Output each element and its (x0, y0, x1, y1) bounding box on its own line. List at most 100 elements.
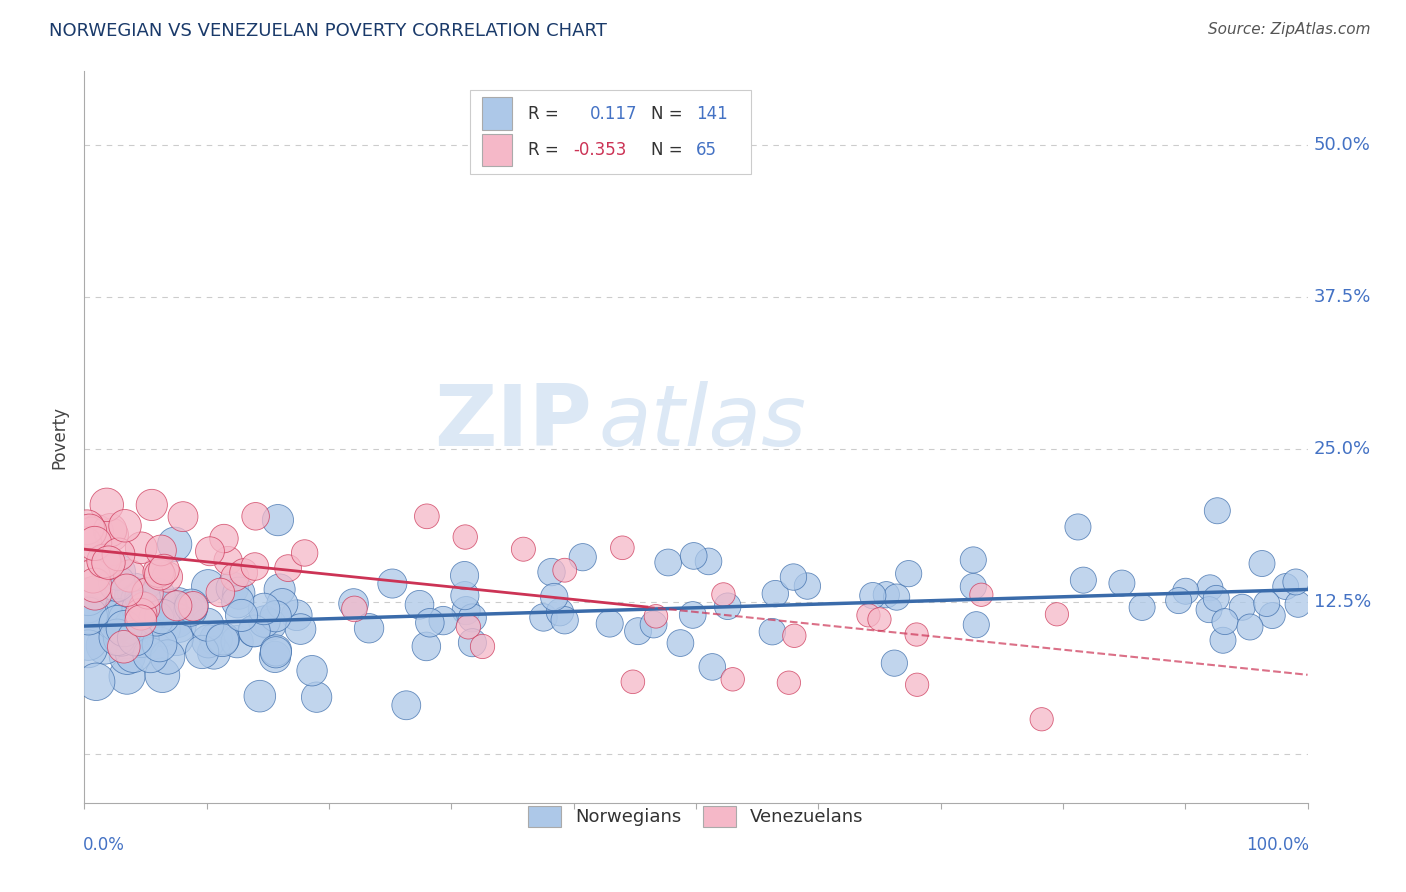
Point (128, 601, 150, 615)
Point (205, 632, 228, 646)
Point (209, 585, 232, 599)
Point (783, 629, 806, 643)
Text: 0.117: 0.117 (589, 104, 637, 123)
Point (1256, 597, 1278, 611)
Point (84, 586, 107, 600)
Text: 50.0%: 50.0% (1313, 136, 1371, 153)
Point (962, 553, 984, 567)
Point (167, 618, 190, 632)
Text: 141: 141 (696, 104, 728, 123)
Point (1212, 633, 1234, 648)
Point (1174, 584, 1197, 599)
Point (1286, 597, 1309, 611)
Point (1239, 620, 1261, 634)
Point (1111, 576, 1133, 591)
Point (77, 634, 100, 648)
Point (152, 668, 174, 682)
Point (862, 589, 884, 603)
Point (697, 554, 720, 568)
Point (554, 563, 576, 577)
Point (83, 578, 105, 592)
Point (150, 609, 173, 624)
Point (118, 569, 141, 583)
Point (108, 610, 131, 624)
Point (217, 553, 239, 567)
Point (84, 674, 107, 689)
Text: -0.353: -0.353 (574, 141, 627, 160)
Point (970, 588, 993, 602)
Point (172, 509, 194, 524)
Point (86, 524, 108, 539)
Text: 0.0%: 0.0% (83, 836, 125, 854)
Point (96, 498, 118, 512)
Point (115, 612, 138, 626)
Point (115, 649, 138, 664)
Point (77, 641, 100, 656)
Point (112, 640, 135, 654)
Point (543, 590, 565, 604)
Point (395, 698, 418, 713)
Point (107, 547, 129, 561)
Point (1285, 574, 1308, 589)
Point (105, 565, 128, 579)
Point (146, 589, 169, 603)
Point (134, 596, 156, 610)
Point (1130, 600, 1153, 615)
Point (77, 609, 100, 624)
Point (875, 588, 897, 602)
Point (243, 624, 266, 638)
Point (121, 619, 143, 633)
Point (1073, 573, 1095, 587)
Point (1199, 581, 1222, 595)
Point (181, 599, 204, 614)
Point (415, 640, 437, 654)
Point (1274, 580, 1296, 594)
Point (105, 576, 128, 591)
Point (264, 645, 287, 659)
Point (471, 640, 494, 654)
Point (212, 632, 235, 646)
Point (167, 598, 190, 612)
Point (232, 566, 254, 580)
Point (131, 591, 153, 605)
Point (381, 576, 404, 591)
Point (93, 554, 115, 568)
Point (243, 559, 266, 574)
Text: NORWEGIAN VS VENEZUELAN POVERTY CORRELATION CHART: NORWEGIAN VS VENEZUELAN POVERTY CORRELAT… (49, 22, 607, 40)
Point (962, 580, 984, 594)
Point (114, 518, 136, 533)
Point (1261, 608, 1284, 623)
Point (198, 544, 221, 558)
Point (645, 609, 668, 624)
Bar (482, 97, 513, 130)
Point (145, 612, 167, 626)
Point (782, 570, 804, 584)
Point (243, 624, 266, 638)
Point (129, 541, 152, 555)
Point (457, 620, 479, 634)
Point (858, 608, 880, 623)
Point (141, 498, 163, 512)
Point (197, 579, 219, 593)
Point (112, 622, 135, 636)
Point (905, 627, 928, 641)
Text: R =: R = (529, 104, 560, 123)
Point (156, 570, 179, 584)
Point (264, 643, 287, 657)
Point (886, 590, 908, 604)
Point (627, 624, 650, 639)
Point (159, 599, 181, 614)
Point (416, 509, 439, 524)
Point (249, 689, 271, 703)
Point (156, 650, 179, 665)
Point (149, 543, 172, 558)
Point (294, 546, 316, 560)
Point (1251, 557, 1274, 571)
Point (80, 601, 103, 615)
Point (717, 599, 740, 614)
Point (342, 597, 364, 611)
Point (76, 597, 98, 611)
Point (1213, 615, 1236, 629)
Point (1067, 520, 1090, 534)
Point (211, 633, 233, 648)
